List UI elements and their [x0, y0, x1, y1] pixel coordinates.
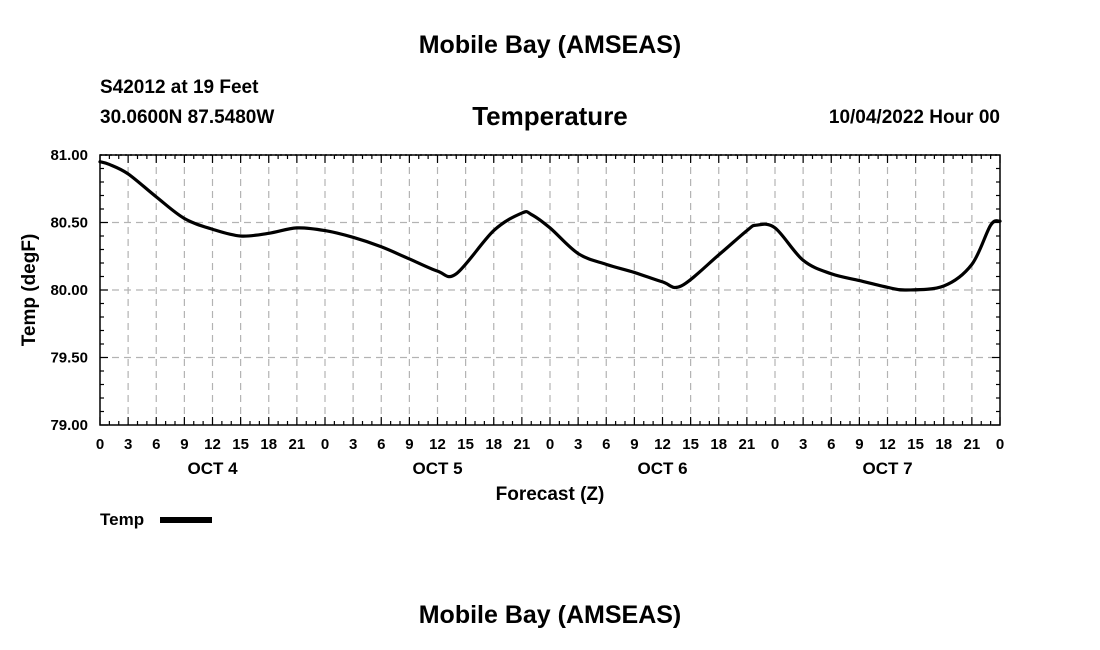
x-tick-label: 3: [799, 436, 807, 453]
y-tick-label: 80.50: [50, 215, 88, 232]
x-tick-label: 18: [260, 436, 277, 453]
chart-title: Temperature: [472, 101, 628, 131]
x-tick-label: 9: [630, 436, 638, 453]
x-tick-label: 6: [602, 436, 610, 453]
x-axis-title: Forecast (Z): [496, 484, 605, 505]
x-tick-label: 12: [654, 436, 671, 453]
x-tick-label: 3: [574, 436, 582, 453]
x-tick-label: 15: [232, 436, 249, 453]
x-tick-label: 6: [152, 436, 160, 453]
y-axis-title: Temp (degF): [19, 234, 40, 347]
x-tick-label: 0: [96, 436, 104, 453]
x-tick-label: 15: [682, 436, 699, 453]
issued-time: 10/04/2022 Hour 00: [828, 107, 1000, 128]
legend-label: Temp: [100, 510, 145, 529]
x-tick-label: 3: [124, 436, 132, 453]
day-label: OCT 6: [637, 459, 687, 478]
x-tick-label: 18: [710, 436, 727, 453]
x-tick-label: 21: [514, 436, 531, 453]
y-tick-label: 79.50: [50, 350, 88, 367]
x-tick-label: 6: [827, 436, 835, 453]
x-tick-label: 9: [855, 436, 863, 453]
day-label: OCT 4: [187, 459, 238, 478]
x-tick-label: 12: [204, 436, 221, 453]
legend-line-icon: [160, 517, 212, 523]
x-tick-label: 21: [964, 436, 981, 453]
y-tick-label: 81.00: [50, 147, 88, 164]
x-tick-label: 21: [289, 436, 306, 453]
y-tick-label: 80.00: [50, 282, 88, 299]
x-tick-label: 18: [485, 436, 502, 453]
x-tick-label: 15: [457, 436, 474, 453]
x-tick-label: 12: [429, 436, 446, 453]
x-tick-label: 3: [349, 436, 357, 453]
x-tick-label: 0: [546, 436, 554, 453]
x-tick-label: 6: [377, 436, 385, 453]
station-label: S42012 at 19 Feet: [100, 77, 259, 98]
x-tick-label: 9: [405, 436, 413, 453]
x-tick-label: 15: [907, 436, 924, 453]
page-title: Mobile Bay (AMSEAS): [418, 31, 682, 59]
y-tick-label: 79.00: [50, 417, 88, 434]
x-tick-label: 0: [771, 436, 779, 453]
x-tick-label: 12: [879, 436, 896, 453]
day-label: OCT 7: [862, 459, 912, 478]
footer-title: Mobile Bay (AMSEAS): [418, 601, 682, 629]
x-tick-label: 0: [996, 436, 1004, 453]
x-tick-label: 18: [935, 436, 952, 453]
day-label: OCT 5: [412, 459, 462, 478]
location-label: 30.0600N 87.5480W: [100, 107, 275, 128]
temp-series-line: [98, 160, 1002, 292]
x-tick-label: 9: [180, 436, 188, 453]
x-tick-label: 21: [739, 436, 756, 453]
x-tick-label: 0: [321, 436, 329, 453]
